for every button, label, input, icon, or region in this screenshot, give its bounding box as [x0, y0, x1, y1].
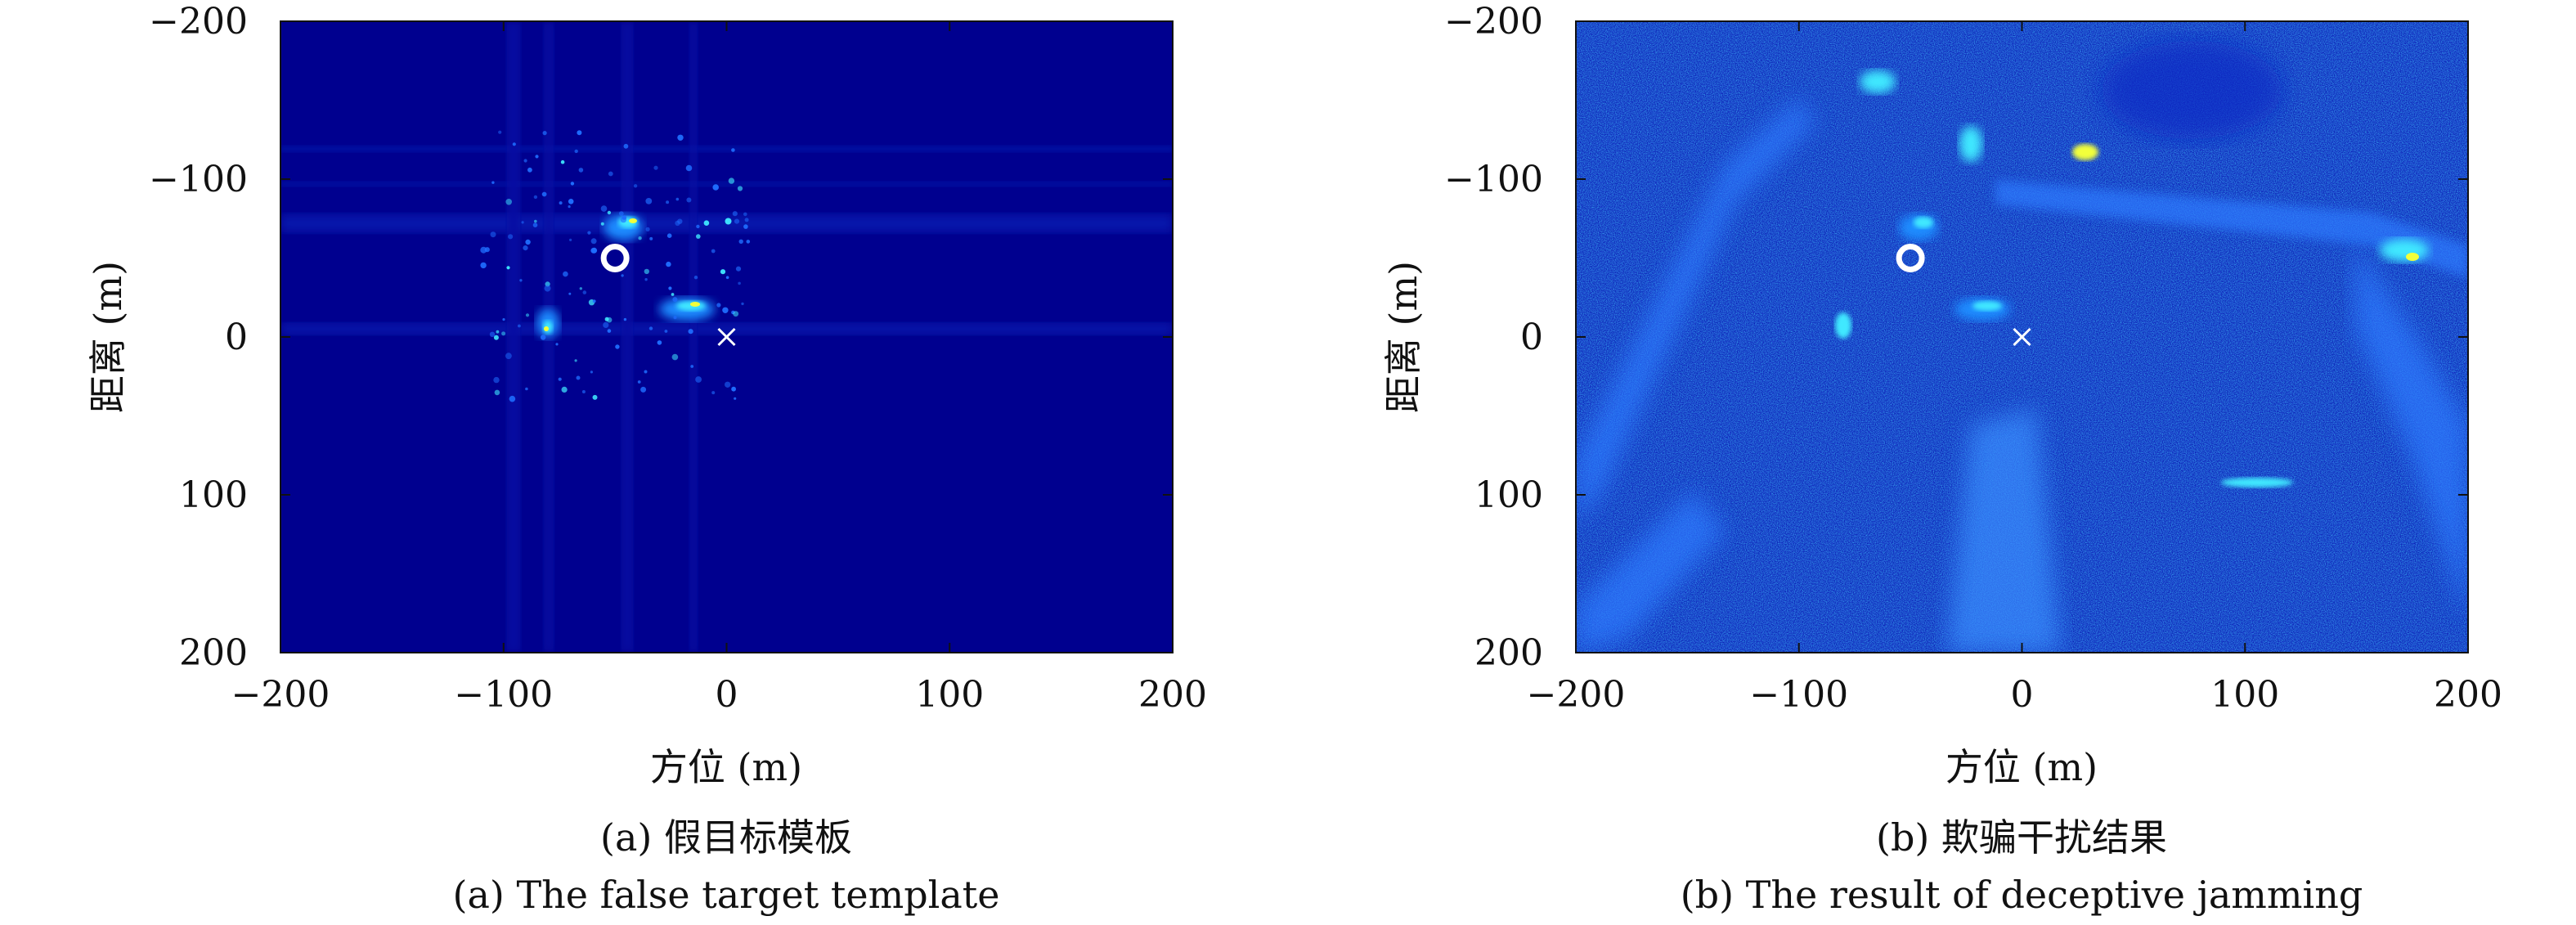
y-tick-label: −200: [149, 1, 248, 43]
circle-marker: [1896, 244, 1925, 272]
x-tick-label: −100: [454, 674, 553, 716]
x-axis-label-b: 方位 (m): [1945, 745, 2098, 789]
caption-cn-b: (b) 欺骗干扰结果: [1876, 815, 2167, 860]
y-tick-label: −100: [1444, 159, 1543, 200]
x-tick-label: 200: [1138, 674, 1207, 716]
x-tick-label: 200: [2434, 674, 2502, 716]
x-axis-label-a: 方位 (m): [650, 745, 802, 789]
caption-cn-a: (a) 假目标模板: [600, 815, 852, 860]
heatmap-b: [1576, 21, 2468, 653]
caption-en-b: (b) The result of deceptive jamming: [1681, 873, 2363, 917]
circle-marker: [600, 244, 630, 272]
y-axis-label-a: 距离 (m): [86, 261, 130, 413]
y-tick-label: 0: [225, 317, 248, 358]
y-tick-label: 100: [179, 474, 248, 516]
x-tick-label: −100: [1749, 674, 1848, 716]
y-tick-label: −100: [149, 159, 248, 200]
scatterers-a: [536, 214, 715, 338]
x-tick-label: 100: [915, 674, 984, 716]
heatmap-a: [280, 21, 1173, 653]
cross-marker: [717, 327, 736, 347]
x-tick-label: −200: [231, 674, 330, 716]
x-tick-label: 0: [2011, 674, 2034, 716]
y-tick-label: 200: [1474, 632, 1543, 674]
markers-b: [1896, 244, 2031, 347]
markers-a: [600, 244, 736, 347]
speckle-dots-a: [480, 130, 751, 402]
y-tick-label: 200: [179, 632, 248, 674]
scatterers-b: [1835, 70, 2429, 487]
cross-marker: [2013, 327, 2031, 347]
caption-en-a: (a) The false target template: [453, 873, 1000, 917]
y-tick-label: 100: [1474, 474, 1543, 516]
x-tick-label: −200: [1527, 674, 1626, 716]
y-tick-label: 0: [1520, 317, 1543, 358]
y-axis-label-b: 距离 (m): [1381, 261, 1425, 413]
x-tick-label: 100: [2210, 674, 2279, 716]
x-tick-label: 0: [716, 674, 738, 716]
y-tick-label: −200: [1444, 1, 1543, 43]
scene-features-b: [1576, 41, 2468, 653]
